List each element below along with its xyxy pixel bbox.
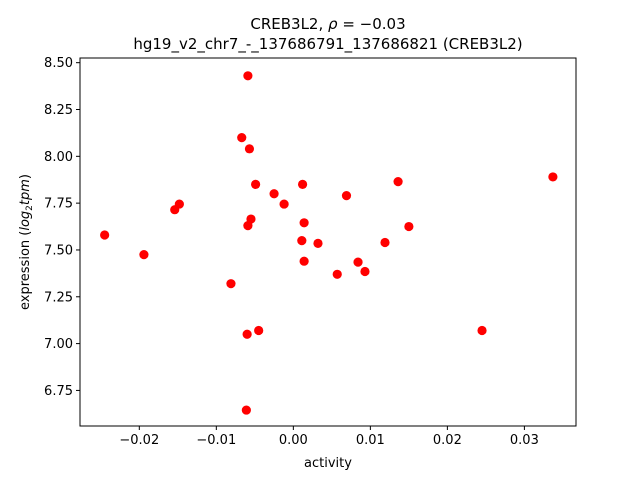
scatter-point [548,172,558,182]
scatter-point [251,179,261,190]
scatter-point [332,269,342,279]
x-tick-label: 0.03 [510,433,539,448]
x-tick-label: −0.01 [196,433,236,448]
scatter-point [353,257,363,267]
scatter-point [297,179,308,190]
x-axis-label: activity [304,456,352,471]
scatter-point [243,71,253,81]
plot-frame [79,57,577,427]
y-tick-label: 7.75 [44,197,73,212]
scatter-point [297,235,307,246]
y-tick-label: 7.25 [44,290,73,305]
scatter-point [241,405,251,415]
y-axis-label: expression (log2tpm) [18,174,35,310]
x-tick-label: 0.01 [356,433,385,448]
scatter-point [269,189,279,199]
chart-title: CREB3L2, ρ = −0.03 [250,15,405,33]
scatter-point [341,191,352,201]
scatter-point [299,256,309,266]
scatter-point [242,329,252,339]
scatter-point [393,177,403,187]
scatter-point [139,250,149,260]
y-tick-label: 6.75 [44,384,73,399]
x-axis: −0.02 −0.01 0.00 0.01 0.02 0.03 [119,426,539,448]
y-tick-label: 8.00 [44,150,73,165]
scatter-point [226,279,236,289]
plot-area [80,58,576,426]
scatter-point [313,238,323,249]
scatter-point [174,199,184,209]
x-tick-label: 0.00 [279,433,308,448]
scatter-point [477,325,487,336]
scatter-point [100,230,110,240]
scatter-point [404,221,414,232]
scatter-point [243,221,253,231]
scatter-point [244,144,255,154]
scatter-point [299,218,309,228]
scatter-point [279,199,289,209]
chart-subtitle: hg19_v2_chr7_-_137686791_137686821 (CREB… [133,35,522,54]
scatter-point [254,325,264,336]
scatter-point [360,266,370,277]
scatter-point [237,132,247,143]
scatter-point [380,237,390,248]
y-tick-label: 7.50 [44,243,73,258]
x-tick-label: 0.02 [433,433,462,448]
points-layer [100,71,558,415]
y-tick-label: 7.00 [44,337,73,352]
x-tick-label: −0.02 [119,433,159,448]
plot-background [80,58,576,426]
y-tick-label: 8.50 [44,56,73,71]
y-tick-label: 8.25 [44,103,73,118]
y-axis: 6.75 7.00 7.25 7.50 7.75 8.00 8.25 8.50 [44,56,80,399]
